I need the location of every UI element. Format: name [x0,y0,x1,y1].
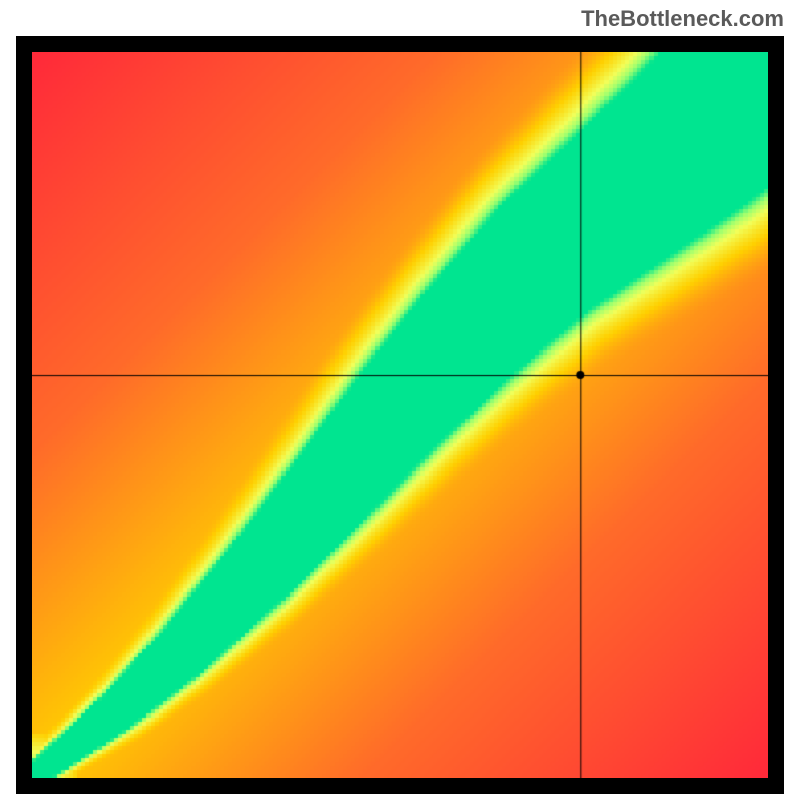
bottleneck-heatmap [16,36,784,794]
heatmap-canvas [32,52,768,778]
watermark-text: TheBottleneck.com [581,6,784,32]
